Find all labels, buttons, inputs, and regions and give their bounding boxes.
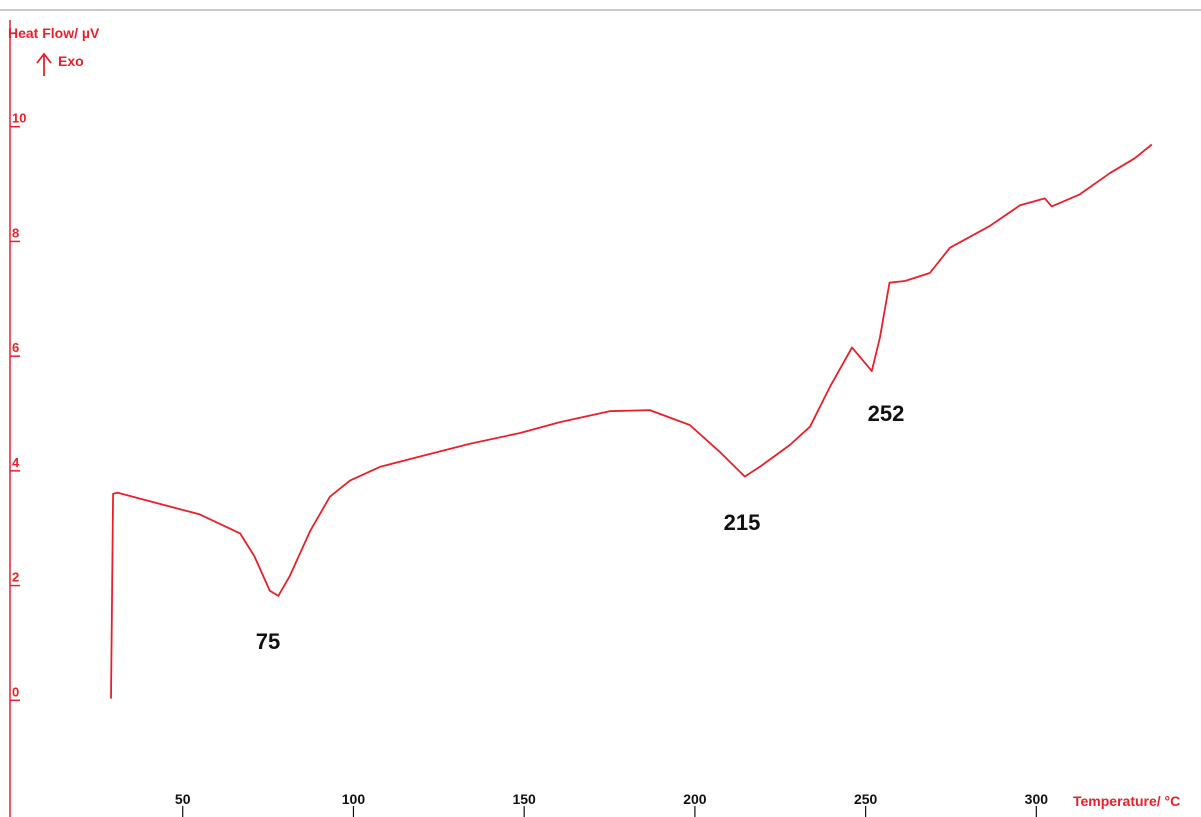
x-tick-label: 300 xyxy=(1025,791,1049,807)
exo-arrow xyxy=(36,52,52,76)
heat-flow-line xyxy=(110,143,1153,699)
y-tick-label: 4 xyxy=(12,455,20,470)
x-tick-label: 100 xyxy=(342,791,366,807)
x-tick-label: 250 xyxy=(854,791,878,807)
annotation: 252 xyxy=(868,401,905,426)
x-tick-label: 150 xyxy=(512,791,536,807)
x-tick-label: 50 xyxy=(175,791,191,807)
y-tick-label: 6 xyxy=(12,340,19,355)
y-tick-label: 10 xyxy=(12,111,26,126)
x-axis-label: Temperature/ °C xyxy=(1073,793,1180,809)
x-tick-label: 200 xyxy=(683,791,707,807)
annotation: 75 xyxy=(256,629,280,654)
exo-label: Exo xyxy=(58,53,84,69)
y-tick-label: 0 xyxy=(12,684,19,699)
y-tick-label: 2 xyxy=(12,570,19,585)
annotation: 215 xyxy=(724,510,761,535)
y-axis-label: Heat Flow/ µV xyxy=(8,25,100,41)
y-tick-label: 8 xyxy=(12,225,19,240)
